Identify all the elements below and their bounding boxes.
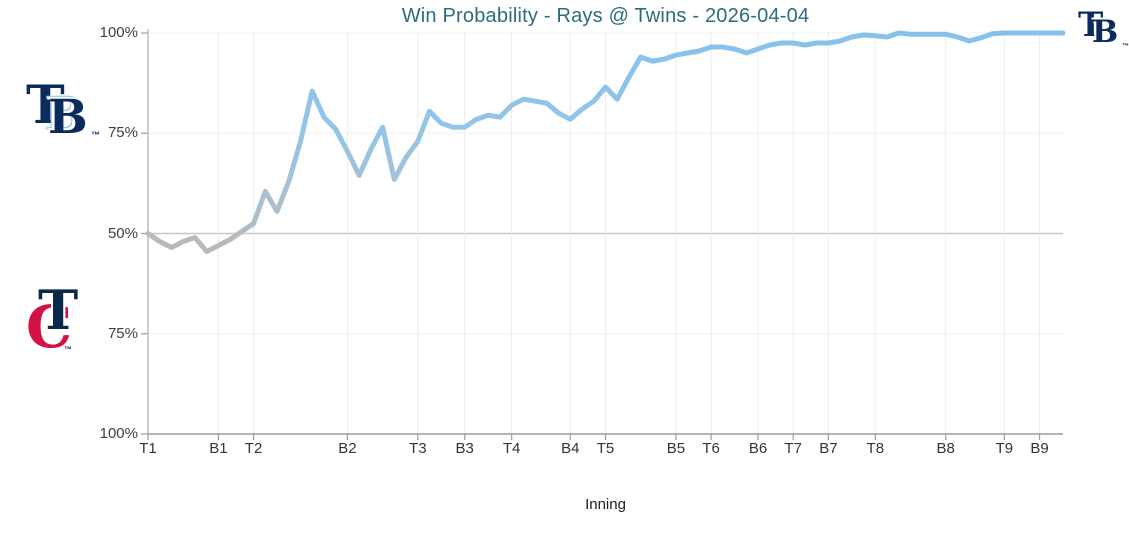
win-probability-line <box>145 30 1066 254</box>
trademark-symbol: ™ <box>91 130 100 140</box>
x-axis-tick-label: T9 <box>995 440 1014 457</box>
trademark-symbol: ™ <box>64 345 72 354</box>
chart-title: Win Probability - Rays @ Twins - 2026-04… <box>401 5 810 27</box>
y-axis-tick-label: 50% <box>107 224 138 242</box>
x-axis-tick-label: T2 <box>244 440 263 457</box>
rays-logo: T B ™ <box>26 75 100 148</box>
x-axis-tick-label: B9 <box>1030 440 1049 457</box>
x-axis-tick-label: T5 <box>596 440 615 457</box>
rays-logo-letter-b: B <box>48 90 88 145</box>
x-axis-tick-label: T8 <box>866 440 885 457</box>
x-axis-tick-label: T6 <box>702 440 720 457</box>
x-axis-tick-label: B5 <box>666 440 686 457</box>
y-axis-tick-label: 75% <box>107 124 138 142</box>
y-axis-tick-label: 75% <box>107 324 138 342</box>
x-axis-title: Inning <box>585 496 626 513</box>
rays-logo-letter-b: B <box>1092 14 1119 50</box>
x-axis-tick-label: B4 <box>561 440 580 457</box>
x-axis-tick-label: T7 <box>784 440 802 457</box>
rays-logo-endpoint: T B ™ <box>1078 5 1129 54</box>
x-axis-tick-label: B2 <box>338 440 357 457</box>
x-axis-tick-label: B1 <box>209 440 228 457</box>
rays-logo-letter-t: T <box>26 75 65 136</box>
trademark-symbol: ™ <box>1122 43 1129 50</box>
x-axis-tick-label: B3 <box>455 440 474 457</box>
x-axis-tick-label: T4 <box>502 440 521 457</box>
x-axis-tick-label: B6 <box>748 440 768 457</box>
twins-logo: C T ™ <box>26 278 88 361</box>
y-axis-tick-label: 100% <box>99 24 138 41</box>
twins-logo-letter-c: C <box>26 293 73 361</box>
x-axis-tick-label: B7 <box>819 440 838 457</box>
y-axis-tick-label: 100% <box>99 425 138 442</box>
x-axis-tick-label: T3 <box>409 440 427 457</box>
x-axis-tick-label: B8 <box>936 440 955 457</box>
twins-logo-letter-t: T <box>38 278 79 342</box>
x-axis-tick-label: T1 <box>139 440 157 457</box>
rays-logo-letter-t: T <box>1078 5 1104 45</box>
